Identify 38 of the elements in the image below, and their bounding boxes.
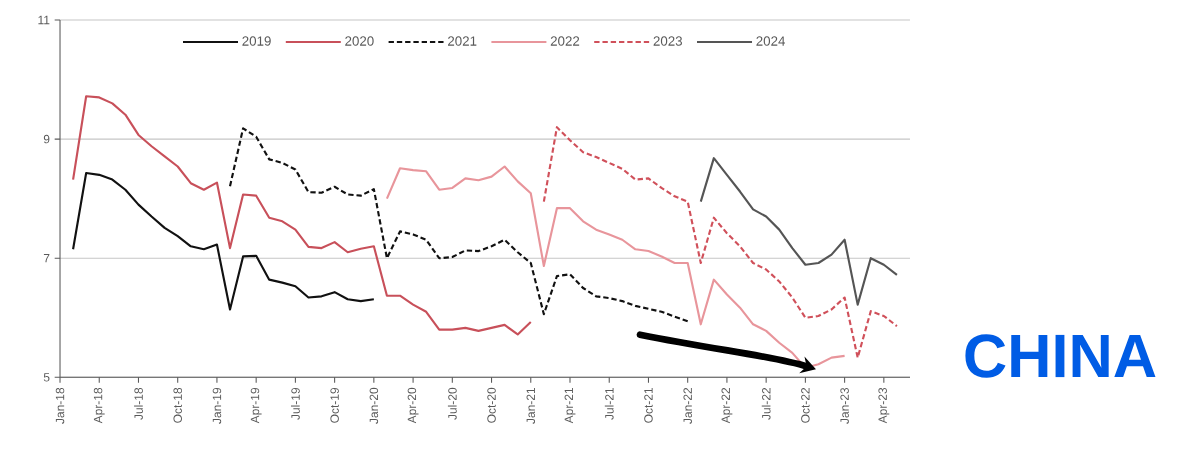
line-series [542, 126, 898, 359]
x-tick-label: Jan-19 [212, 387, 222, 424]
x-tick-label: Jan-20 [369, 387, 379, 424]
x-tick-label: Oct-19 [330, 387, 339, 423]
x-tick-label: Apr-18 [93, 387, 105, 424]
x-tick-label: Oct-21 [644, 387, 653, 423]
legend-label: 2022 [550, 36, 580, 46]
x-tick-label: Jul-20 [447, 387, 457, 420]
x-tick-label: Jul-18 [134, 387, 143, 420]
legend-label: 2020 [345, 36, 374, 46]
x-tick-label: Apr-22 [721, 387, 733, 424]
y-tick-label: 9 [43, 134, 50, 144]
x-tick-label: Oct-22 [801, 387, 810, 423]
legend-label: 2023 [653, 36, 683, 46]
x-tick-label: Apr-23 [878, 387, 890, 424]
legend-label: 2021 [448, 36, 477, 46]
line-series [228, 127, 689, 323]
y-tick-label: 11 [38, 15, 50, 25]
line-series [72, 171, 375, 311]
x-tick-label: Jan-22 [683, 387, 692, 424]
x-tick-label: Jan-18 [55, 387, 65, 424]
x-tick-label: Oct-18 [173, 387, 182, 423]
legend-label: 2024 [756, 36, 786, 46]
text: CHINA [965, 334, 1156, 378]
x-tick-label: Apr-20 [407, 387, 419, 424]
legend-label: 2019 [242, 36, 271, 46]
x-tick-label: Oct-20 [487, 387, 496, 423]
x-tick-label: Apr-19 [250, 387, 262, 424]
x-tick-label: Jul-22 [761, 387, 771, 420]
y-tick-label: 7 [43, 254, 50, 263]
x-tick-label: Jan-23 [840, 387, 849, 424]
y-tick-label: 5 [43, 373, 50, 382]
x-tick-label: Jan-21 [526, 387, 536, 424]
line-series [699, 157, 898, 306]
line-series [72, 95, 532, 336]
x-tick-label: Jul-19 [290, 387, 300, 420]
x-tick-label: Apr-21 [564, 387, 576, 424]
x-tick-label: Jul-21 [604, 387, 614, 420]
